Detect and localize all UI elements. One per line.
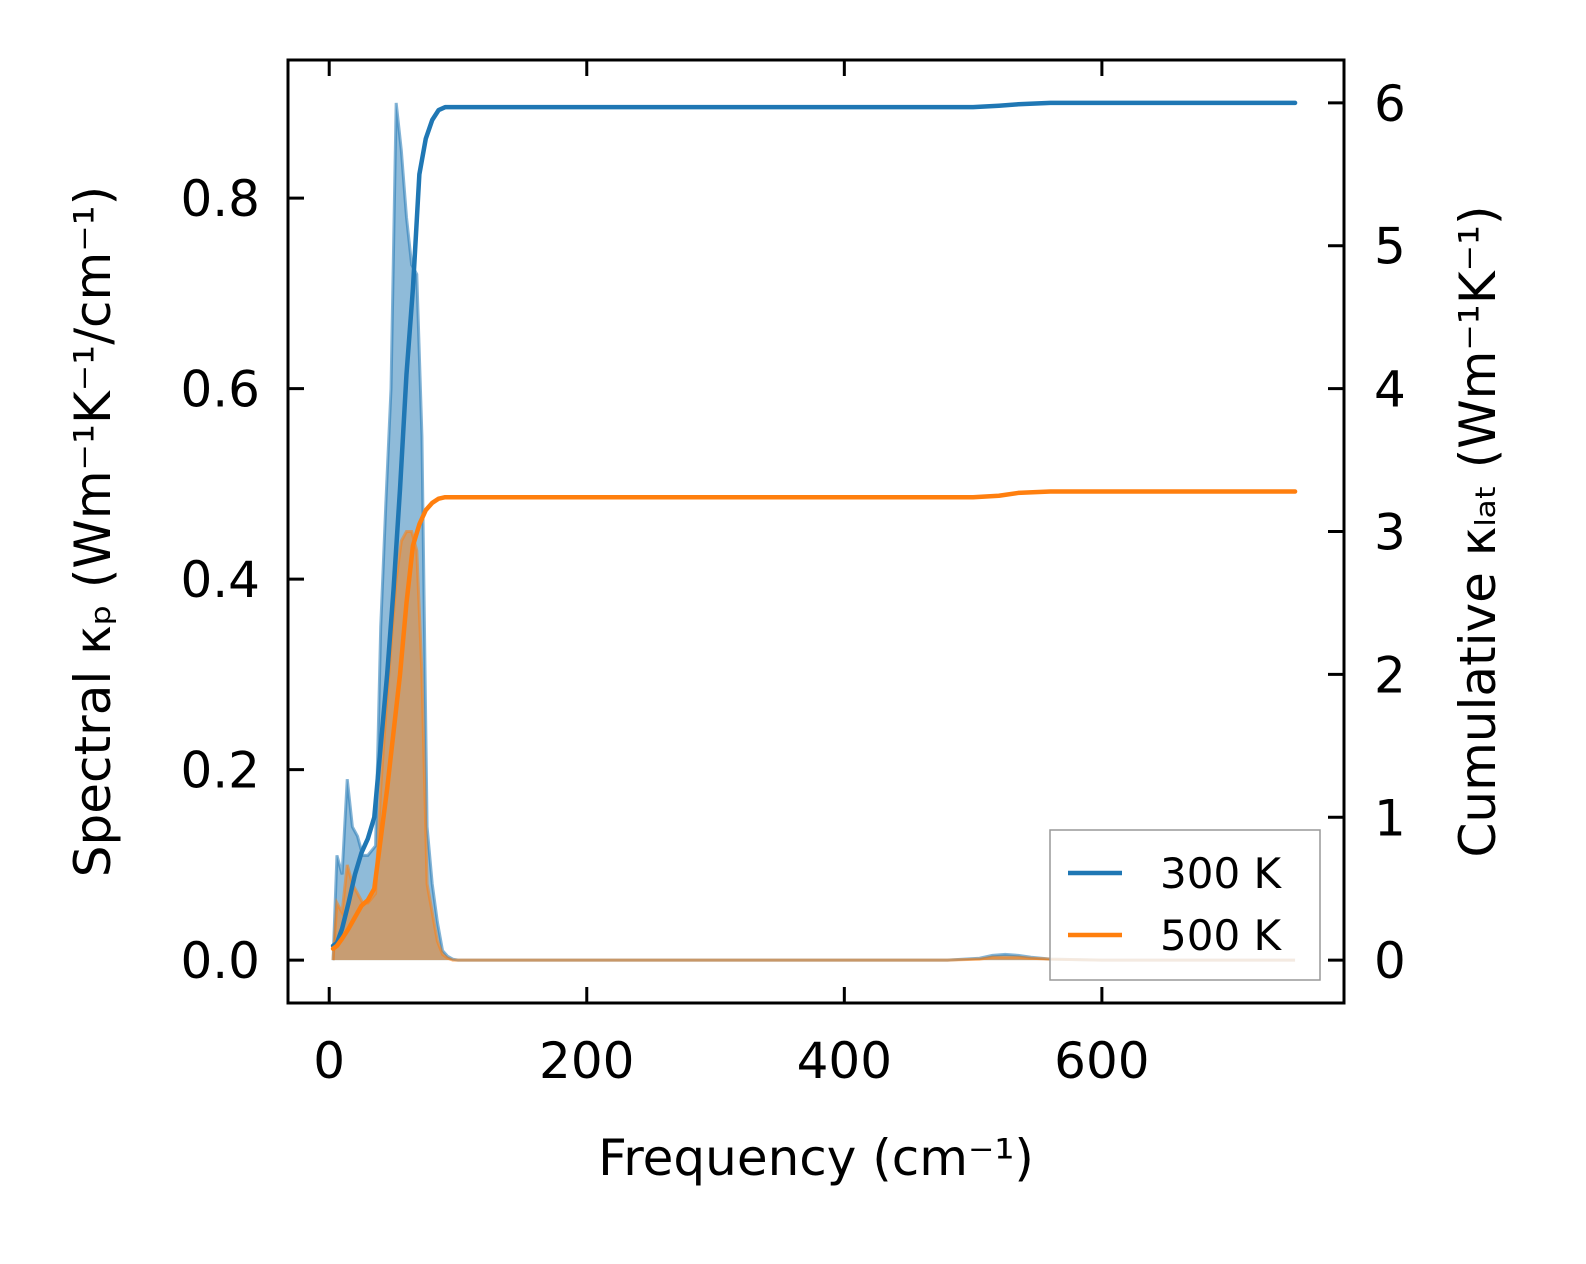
legend-label-300k: 300 K (1160, 849, 1283, 898)
y-tick-label-right: 3 (1374, 504, 1406, 562)
plot-area (330, 100, 1298, 962)
y-tick-label-left: 0.2 (180, 742, 260, 800)
y-tick-label-left: 0.6 (180, 361, 260, 419)
y-tick-label-right: 4 (1374, 361, 1406, 419)
cumulative-line-500k (330, 489, 1298, 951)
y-tick-label-right: 2 (1374, 646, 1406, 704)
spectral-area-500k (333, 531, 1296, 961)
y-tick-label-right: 0 (1374, 932, 1406, 990)
x-tick-label: 0 (313, 1032, 345, 1090)
x-axis-label: Frequency (cm⁻¹) (598, 1129, 1034, 1187)
y-axis-label-right: Cumulative κₗₐₜ (Wm⁻¹K⁻¹) (1449, 205, 1507, 857)
cumulative-line-300k (330, 100, 1298, 949)
legend: 300 K 500 K (1049, 829, 1321, 981)
y-tick-label-left: 0.0 (180, 932, 260, 990)
legend-box (1049, 829, 1321, 981)
y-tick-label-left: 0.8 (180, 170, 260, 228)
y-tick-label-right: 5 (1374, 218, 1406, 276)
spectral-area-300k (333, 102, 1296, 961)
x-tick-label: 400 (797, 1032, 892, 1090)
x-tick-label: 200 (539, 1032, 634, 1090)
legend-label-500k: 500 K (1160, 911, 1283, 960)
x-tick-label: 600 (1054, 1032, 1149, 1090)
y-tick-label-right: 6 (1374, 75, 1406, 133)
y-tick-label-right: 1 (1374, 789, 1406, 847)
y-tick-label-left: 0.4 (180, 551, 260, 609)
ticks: 0 200 400 600 0.0 0.2 0.4 0.6 0.8 0 1 2 3 4 5 6 (180, 60, 1406, 1090)
spectral-edge-500k (331, 530, 1296, 962)
y-axis-label-left: Spectral κₚ (Wm⁻¹K⁻¹/cm⁻¹) (64, 186, 122, 877)
